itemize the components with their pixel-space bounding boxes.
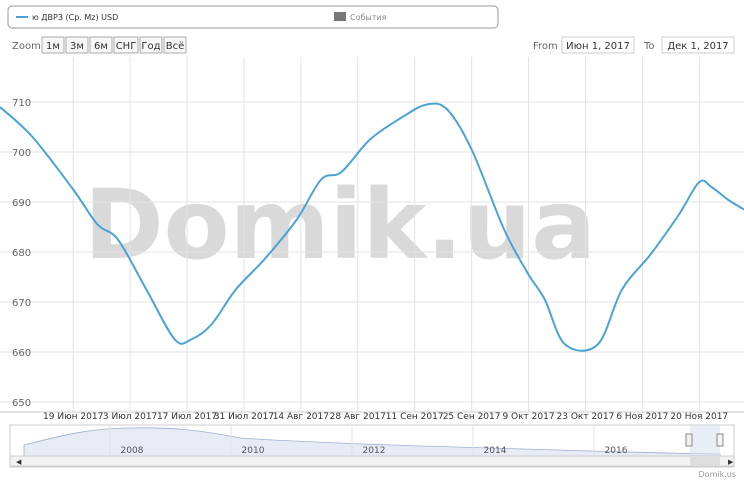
zoom-label: Zoom [12, 41, 41, 52]
zoom-button[interactable] [65, 36, 89, 54]
zoom-buttons: 1м 3м 6м СНГ Год Всё [41, 36, 187, 54]
x-tick-label: 19 Июн 2017 [43, 412, 103, 422]
events-icon [334, 12, 346, 21]
to-input[interactable] [661, 36, 735, 54]
navigator-range[interactable] [690, 425, 720, 456]
x-tick-label: 20 Ноя 2017 [670, 412, 728, 422]
x-tick-label: 6 Ноя 2017 [616, 412, 668, 422]
from-label: From [533, 41, 558, 52]
zoom-button-label[interactable]: 1м [46, 41, 60, 52]
navigator-year: 2012 [363, 446, 386, 456]
zoom-button[interactable] [41, 36, 65, 54]
x-tick-label: 14 Авг 2017 [273, 412, 329, 422]
x-tick-label: 23 Окт 2017 [557, 412, 615, 422]
x-tick-label: 17 Июл 2017 [157, 412, 217, 422]
x-tick-label: 25 Сен 2017 [443, 412, 501, 422]
zoom-button[interactable] [89, 36, 113, 54]
scrollbar[interactable] [9, 455, 735, 467]
line-series [0, 102, 744, 352]
zoom-button-label[interactable]: Год [141, 41, 160, 52]
from-input[interactable] [561, 36, 635, 54]
navigator-handle[interactable] [716, 433, 724, 447]
to-label: To [643, 41, 655, 52]
y-tick-label: 680 [12, 248, 31, 259]
scroll-left[interactable]: ◀ [16, 458, 22, 466]
zoom-button-label[interactable]: Всё [166, 41, 185, 52]
x-tick-label: 11 Сен 2017 [386, 412, 444, 422]
events-label[interactable]: События [350, 13, 387, 22]
navigator-handle[interactable] [685, 433, 693, 447]
scrollbar-thumb[interactable] [690, 457, 720, 465]
y-tick-label: 710 [12, 98, 31, 109]
credit: Domik.us [699, 470, 736, 479]
zoom-button-label[interactable]: 3м [70, 41, 84, 52]
y-tick-label: 670 [12, 298, 31, 309]
legend-box [7, 5, 499, 29]
to-value[interactable]: Дек 1, 2017 [667, 41, 728, 52]
zoom-button[interactable] [139, 36, 163, 54]
navigator-series [23, 427, 721, 457]
x-tick-label: 31 Июл 2017 [214, 412, 274, 422]
zoom-button[interactable] [163, 36, 187, 54]
legend-text[interactable]: ю ДВРЗ (Ср. Мz) USD [32, 13, 118, 22]
x-tick-label: 9 Окт 2017 [502, 412, 554, 422]
zoom-button-label[interactable]: СНГ [116, 41, 137, 52]
x-tick-label: 3 Июл 2017 [103, 412, 157, 422]
navigator-year: 2008 [121, 446, 144, 456]
navigator-year: 2014 [484, 446, 507, 456]
navigator-year: 2010 [242, 446, 265, 456]
y-tick-label: 650 [12, 398, 31, 409]
scroll-right[interactable]: ▶ [728, 458, 734, 466]
y-tick-label: 690 [12, 198, 31, 209]
zoom-button[interactable] [113, 36, 139, 54]
y-tick-label: 660 [12, 348, 31, 359]
navigator-years: 2008 2010 2012 2014 2016 [109, 425, 628, 456]
navigator-year: 2016 [605, 446, 628, 456]
y-tick-label: 700 [12, 148, 31, 159]
x-tick-label: 28 Авг 2017 [330, 412, 386, 422]
zoom-button-label[interactable]: 6м [94, 41, 108, 52]
from-value[interactable]: Июн 1, 2017 [566, 41, 630, 52]
plot: 650 660 670 680 690 700 710 19 Июн 2017 3 Июл 20… [0, 57, 744, 422]
watermark: Domik.ua [84, 169, 596, 281]
